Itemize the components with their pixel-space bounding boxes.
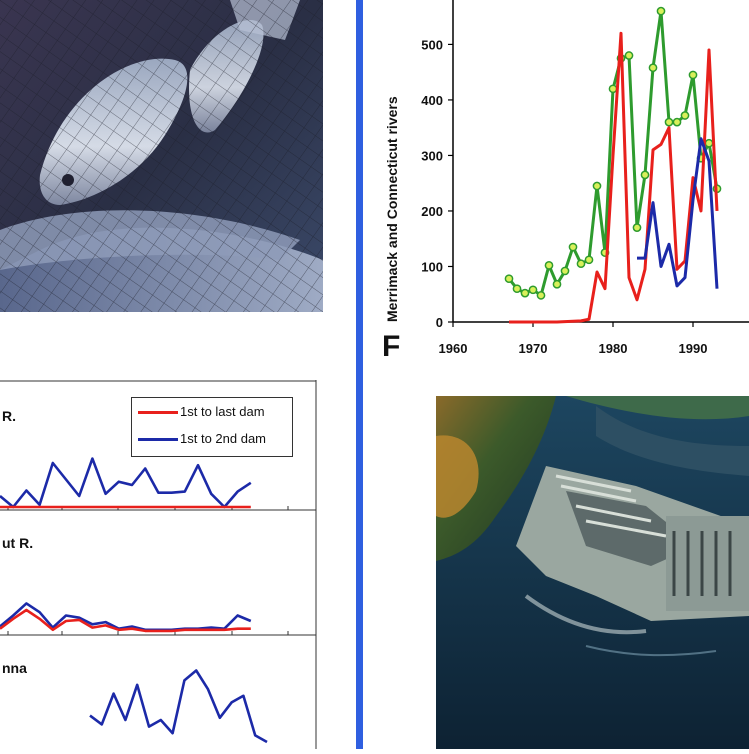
chart-y-axis-label: Merrimack and Connecticut rivers <box>384 96 400 322</box>
data-point-green <box>648 63 658 73</box>
x-tick-label: 1990 <box>679 341 708 356</box>
panel-divider <box>356 0 363 749</box>
legend-swatch-red <box>138 411 178 415</box>
hydro-dam-photo <box>436 396 749 749</box>
y-tick-label: 0 <box>436 315 443 330</box>
chart-legend: 1st to last dam 1st to 2nd dam <box>131 397 293 457</box>
data-point-green <box>560 266 570 276</box>
data-point-green <box>624 51 634 60</box>
dam-passage-charts <box>0 380 318 749</box>
y-tick-label: 400 <box>421 93 443 108</box>
data-point-green <box>528 285 538 295</box>
data-point-green <box>544 261 554 270</box>
river-counts-chart-svg: 0 100 200 300 400 500 1960 1970 1980 1990 <box>421 0 749 356</box>
panel-2-series-red <box>0 608 251 633</box>
fish-photo-graphic <box>0 0 323 312</box>
series-line-blue <box>637 137 719 289</box>
legend-label: 1st to last dam <box>180 404 265 419</box>
data-point-green <box>568 242 578 252</box>
x-tick-label: 1960 <box>439 341 468 356</box>
data-point-green <box>656 6 666 16</box>
data-point-green <box>584 255 594 265</box>
data-point-green <box>592 181 602 191</box>
data-point-green <box>552 279 562 289</box>
panel-1-series-blue <box>0 457 252 509</box>
data-point-green <box>632 223 642 232</box>
fish-in-net-photo <box>0 0 323 312</box>
legend-swatch-blue <box>138 438 178 442</box>
panel-2-series-blue <box>0 602 252 632</box>
dam-photo-graphic <box>436 396 749 749</box>
legend-label: 1st to 2nd dam <box>180 431 266 446</box>
panel-3-series-blue <box>89 669 268 744</box>
data-point-green <box>608 84 618 94</box>
river-panel-label-2: ut R. <box>2 535 34 551</box>
legend-item-last-dam: 1st to last dam <box>138 404 265 419</box>
data-point-green <box>664 117 674 127</box>
data-point-green <box>520 288 530 298</box>
data-point-green <box>640 170 650 180</box>
river-counts-chart: 0 100 200 300 400 500 1960 1970 1980 1990 <box>378 0 749 362</box>
y-tick-label: 200 <box>421 204 443 219</box>
series-line-red <box>509 31 719 324</box>
river-panel-label-3: nna <box>2 660 27 676</box>
dam-passage-charts-svg <box>0 380 317 749</box>
y-tick-label: 500 <box>421 37 443 52</box>
river-panel-label-1: R. <box>2 408 16 424</box>
data-point-green <box>704 138 714 148</box>
x-tick-label: 1970 <box>519 341 548 356</box>
y-tick-label: 100 <box>421 259 443 274</box>
data-point-green <box>504 274 514 284</box>
panel-label-f: F <box>382 330 401 363</box>
data-point-green <box>512 284 522 294</box>
data-point-green <box>536 291 546 300</box>
y-tick-label: 300 <box>421 148 443 163</box>
data-point-green <box>688 70 698 80</box>
data-point-green <box>576 259 586 269</box>
x-tick-label: 1980 <box>599 341 628 356</box>
data-point-green <box>672 117 682 127</box>
data-point-green <box>680 111 690 120</box>
legend-item-second-dam: 1st to 2nd dam <box>138 431 266 446</box>
